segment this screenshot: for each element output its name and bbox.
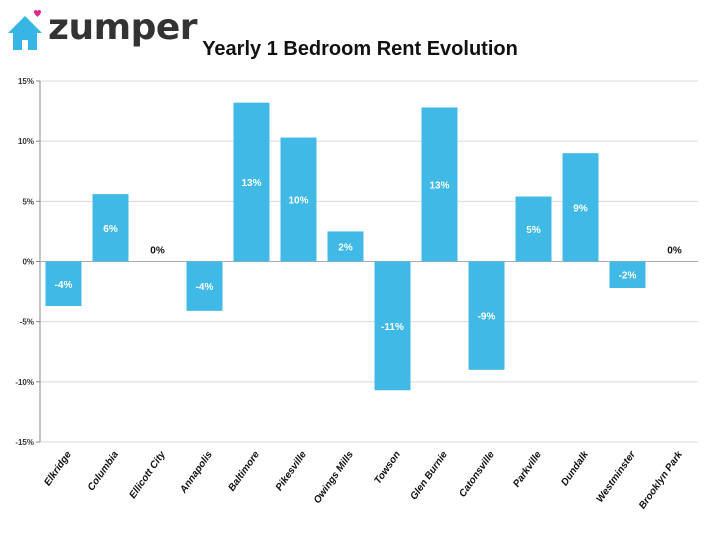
bar [45, 261, 82, 307]
y-tick-label: 15% [18, 77, 34, 86]
data-label: -4% [196, 282, 214, 293]
x-tick-label: Parkville [511, 449, 544, 489]
logo-text: zumper [48, 7, 198, 48]
data-label: 0% [667, 246, 682, 257]
bar [327, 231, 364, 262]
data-label: -2% [619, 271, 637, 282]
data-label: 2% [338, 242, 353, 253]
y-tick-label: 5% [22, 197, 34, 206]
bar [92, 194, 129, 262]
data-label: 0% [150, 246, 165, 257]
data-label: -9% [478, 312, 496, 323]
bar [233, 102, 270, 262]
x-tick-label: Annapolis [178, 449, 216, 496]
logo: zumper [6, 6, 198, 50]
x-tick-label: Ellicott City [127, 449, 168, 501]
data-label: 6% [103, 224, 118, 235]
x-tick-label: Catonsville [457, 449, 497, 499]
x-tick-label: Columbia [86, 449, 121, 493]
data-label: -4% [55, 280, 73, 291]
bar [609, 261, 646, 288]
data-label: 13% [429, 180, 449, 191]
x-tick-label: Towson [372, 449, 402, 486]
x-tick-label: Owings Mills [312, 449, 356, 506]
bar [280, 137, 317, 262]
y-tick-label: 0% [22, 258, 34, 267]
x-tick-label: Brooklyn Park [637, 449, 685, 511]
bar [421, 107, 458, 262]
chart-title: Yearly 1 Bedroom Rent Evolution [202, 38, 518, 60]
data-label: 13% [241, 178, 261, 189]
x-tick-label: Glen Burnie [408, 449, 450, 502]
x-tick-label: Pikesville [274, 449, 309, 493]
y-tick-label: 10% [18, 137, 34, 146]
data-label: -11% [381, 322, 404, 333]
bar [374, 261, 411, 391]
bar [186, 261, 223, 311]
house-heart-icon [8, 9, 42, 50]
bar [562, 153, 599, 262]
y-tick-label: -10% [15, 378, 34, 387]
x-tick-label: Baltimore [226, 449, 262, 493]
y-tick-label: -15% [15, 438, 34, 447]
x-tick-label: Westminster [595, 449, 639, 505]
bar [468, 261, 505, 370]
data-label: 5% [526, 225, 541, 236]
data-label: 10% [288, 196, 308, 207]
y-tick-label: -5% [20, 318, 34, 327]
x-tick-label: Dundalk [559, 449, 591, 488]
data-label: 9% [573, 203, 588, 214]
x-tick-label: Elkridge [42, 449, 74, 488]
bar [515, 196, 552, 262]
